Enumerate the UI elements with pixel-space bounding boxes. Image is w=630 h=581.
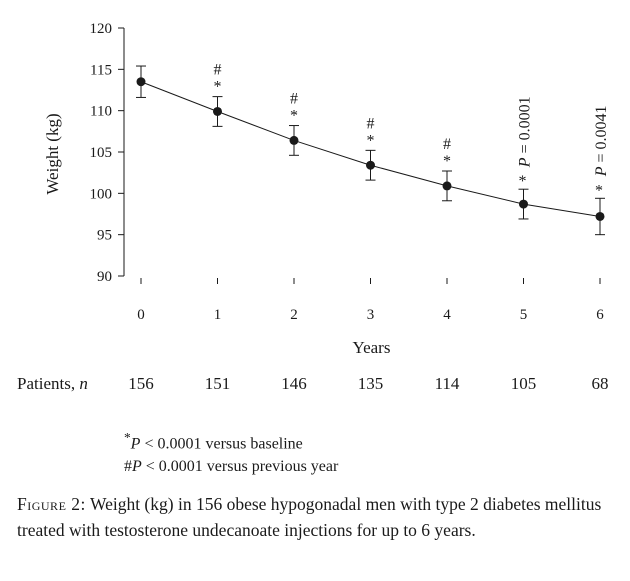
data-point (595, 211, 605, 221)
data-marks (136, 65, 605, 236)
footnotes: *P < 0.0001 versus baseline #P < 0.0001 … (124, 426, 338, 478)
patients-label-var: n (79, 374, 88, 393)
y-tick-label: 110 (90, 104, 112, 120)
data-point (366, 160, 375, 170)
y-tick-label: 100 (90, 186, 113, 202)
caption-text: Weight (kg) in 156 obese hypogonadal men… (17, 494, 602, 540)
p-symbol: P (517, 157, 534, 168)
significance-hash: # (290, 91, 298, 108)
y-tick-label: 120 (90, 21, 113, 37)
footnote-previous-year: #P < 0.0001 versus previous year (124, 458, 339, 476)
significance-star: * (214, 79, 222, 96)
patients-count: 114 (435, 374, 460, 393)
data-point (213, 106, 222, 116)
patients-count: 68 (592, 374, 609, 393)
x-axis-title: Years (353, 338, 391, 357)
y-axis-title: Weight (kg) (43, 113, 62, 194)
data-point (442, 181, 452, 191)
y-tick-label: 90 (97, 269, 112, 285)
footnote-baseline: *P < 0.0001 versus baseline (124, 430, 303, 453)
significance-star: * (290, 108, 298, 125)
patients-count: 105 (511, 374, 537, 393)
significance-hash: # (367, 115, 375, 132)
x-tick-label: 4 (443, 307, 451, 323)
significance-star: * (595, 182, 603, 199)
p-value-text: = 0.0041 (593, 105, 610, 166)
p-symbol: P (593, 166, 610, 177)
p-value-label: P = 0.0001 (517, 96, 534, 168)
x-tick-label: 2 (290, 307, 298, 323)
x-tick-label: 1 (214, 307, 222, 323)
y-tick-label: 105 (90, 145, 113, 161)
x-tick-label: 5 (520, 307, 528, 323)
significance-star: * (367, 132, 375, 149)
x-tick-label: 6 (596, 307, 604, 323)
p-value-label: P = 0.0041 (593, 105, 610, 177)
patients-count: 151 (205, 374, 231, 393)
significance-star: * (519, 173, 527, 190)
data-point (136, 77, 146, 87)
y-tick-label: 115 (90, 62, 112, 78)
weight-chart: 90 95 100 105 110 115 120 Weight (kg) 0 1 2 3 4 5 6 Yea… (17, 21, 610, 393)
significance-hash: # (443, 136, 451, 153)
figure-label: Figure 2: (17, 494, 86, 514)
p-value-text: = 0.0001 (517, 96, 534, 157)
chart-labels: #*#* #* #**P = 0.0001*P = 0.0041Patients, … (17, 62, 610, 393)
patients-count: 135 (358, 374, 384, 393)
x-tick-label: 0 (137, 307, 145, 323)
patients-count: 156 (128, 374, 154, 393)
axes: 90 95 100 105 110 115 120 Weight (kg) 0 1 2 3 4 5 6 Yea… (43, 21, 604, 357)
data-point (519, 199, 528, 209)
patients-label: Patients, n (17, 374, 88, 393)
significance-hash: # (214, 62, 222, 79)
figure-caption: Figure 2: Weight (kg) in 156 obese hypog… (17, 491, 617, 543)
x-tick-label: 3 (367, 307, 375, 323)
patients-count: 146 (281, 374, 307, 393)
patients-label-text: Patients, (17, 374, 79, 393)
y-tick-label: 95 (97, 228, 112, 244)
significance-star: * (443, 153, 451, 170)
data-point (289, 135, 299, 145)
